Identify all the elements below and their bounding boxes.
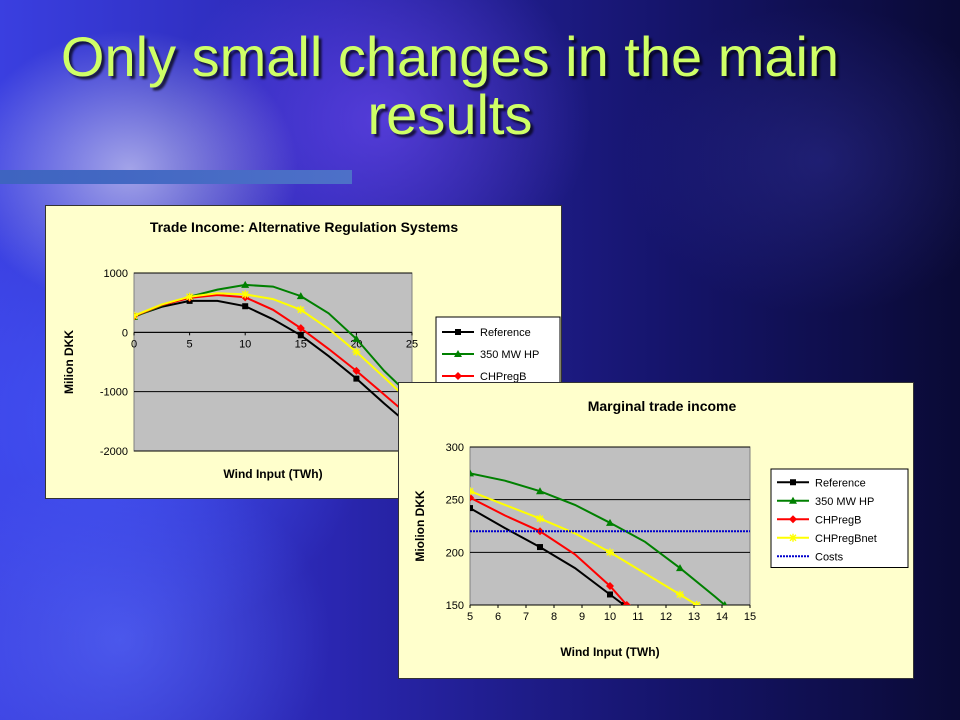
series-line <box>470 496 628 605</box>
x-tick-label: 25 <box>406 338 418 350</box>
data-point <box>353 375 360 382</box>
data-point <box>352 347 361 356</box>
data-point <box>676 590 684 599</box>
data-point <box>470 487 474 496</box>
legend-label: 350 MW HP <box>480 349 539 361</box>
marginal-trade-income-chart: Marginal trade income 150 200 250 300 5 6 7 8 9 10… <box>398 382 914 679</box>
y-tick-label: -1000 <box>100 387 128 399</box>
y-axis-label: Milion DKK <box>62 330 76 394</box>
data-point <box>470 469 474 477</box>
y-tick-label: 250 <box>446 495 464 507</box>
data-point <box>296 305 305 314</box>
y-tick-label: 1000 <box>104 268 128 280</box>
data-point <box>722 601 728 605</box>
y-axis-label: Miolion DKK <box>413 490 427 562</box>
chart-title: Marginal trade income <box>588 398 737 414</box>
legend-marker <box>790 479 796 486</box>
x-tick-label: 6 <box>495 611 501 623</box>
legend-marker <box>455 329 461 335</box>
y-tick-label: -2000 <box>100 446 128 458</box>
legend-label: Reference <box>480 327 531 339</box>
title-accent-bar <box>0 170 352 184</box>
data-point <box>241 290 250 299</box>
series-group <box>470 469 750 605</box>
y-tick-label: 150 <box>446 600 464 612</box>
plot-area <box>469 446 751 606</box>
data-point <box>352 366 361 375</box>
data-point <box>621 602 627 605</box>
x-tick-label: 15 <box>744 611 756 623</box>
data-point <box>622 601 631 605</box>
legend-label: Costs <box>815 551 844 563</box>
x-tick-label: 13 <box>688 611 700 623</box>
legend-marker <box>454 372 462 380</box>
series-line <box>134 299 412 429</box>
chart-title: Trade Income: Alternative Regulation Sys… <box>150 219 459 235</box>
data-point <box>296 292 305 300</box>
x-tick-label: 8 <box>551 611 557 623</box>
y-tick-label: 200 <box>446 547 464 559</box>
data-point <box>134 311 138 320</box>
series-line <box>470 490 698 605</box>
data-point <box>241 280 250 288</box>
x-tick-label: 7 <box>523 611 529 623</box>
trade-income-chart: Trade Income: Alternative Regulation Sys… <box>45 205 562 499</box>
legend-label: CHPregB <box>815 514 861 526</box>
legend-marker <box>789 496 797 504</box>
legend-marker <box>454 350 462 357</box>
x-tick-label: 10 <box>239 338 251 350</box>
x-tick-label: 12 <box>660 611 672 623</box>
y-tick-label: 0 <box>122 327 128 339</box>
legend-label: 350 MW HP <box>815 496 874 508</box>
x-tick-label: 15 <box>295 338 307 350</box>
x-tick-label: 9 <box>579 611 585 623</box>
x-tick-label: 10 <box>604 611 616 623</box>
data-point <box>470 505 473 512</box>
data-point <box>297 332 304 339</box>
x-tick-label: 0 <box>131 338 137 350</box>
y-tick-label: 300 <box>446 442 464 454</box>
series-line <box>134 292 412 405</box>
x-axis-label: Wind Input (TWh) <box>560 645 659 659</box>
x-tick-label: 14 <box>716 611 728 623</box>
legend-label: CHPregBnet <box>815 533 877 545</box>
data-point <box>676 564 684 572</box>
legend-label: Reference <box>815 477 866 489</box>
marginal-trade-income-chart-svg: Marginal trade income 150 200 250 300 5 6 7 8 9 10… <box>413 398 909 659</box>
data-point <box>296 324 305 333</box>
series-group <box>134 280 412 431</box>
data-point <box>352 334 361 342</box>
x-axis-label: Wind Input (TWh) <box>223 467 322 481</box>
data-point <box>537 544 543 551</box>
data-point <box>606 582 614 591</box>
data-point <box>536 514 544 523</box>
x-tick-label: 11 <box>632 611 643 623</box>
slide-title: Only small changes in the main results <box>60 25 840 146</box>
data-point <box>242 303 249 310</box>
x-tick-label: 5 <box>467 611 473 623</box>
data-point <box>606 548 614 557</box>
data-point <box>470 493 474 502</box>
data-point <box>185 292 194 301</box>
x-tick-label: 5 <box>187 338 193 350</box>
data-point <box>536 487 544 495</box>
legend-label: CHPregB <box>480 371 526 383</box>
legend-marker <box>789 533 797 542</box>
data-point <box>606 518 614 526</box>
legend-marker <box>789 515 797 524</box>
data-point <box>607 591 613 598</box>
